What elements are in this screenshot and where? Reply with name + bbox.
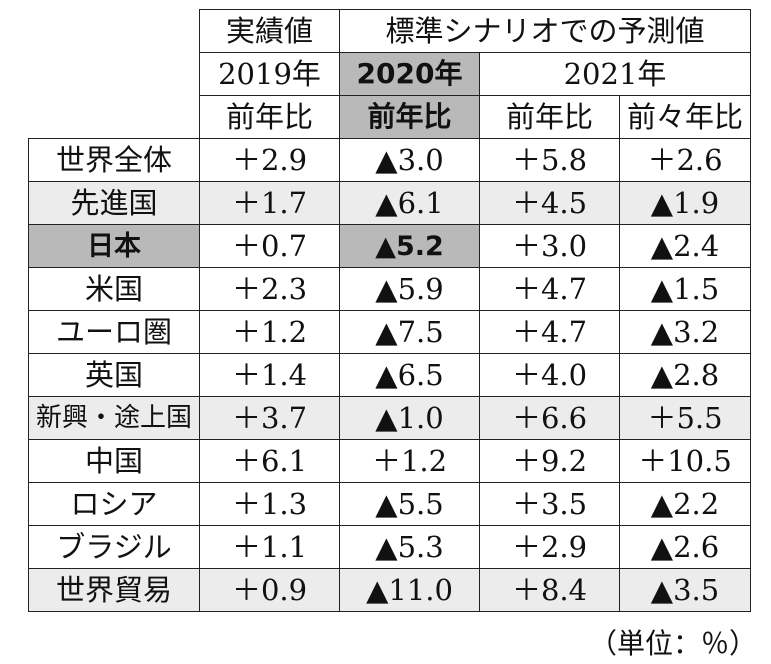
header-measure-2021-yoy: 前年比 <box>479 95 620 139</box>
value-2021-2y: ＋10.5 <box>619 439 751 483</box>
value-2021: ＋3.5 <box>479 482 620 526</box>
table-row: ユーロ圏 ＋1.2 ▲7.5 ＋4.7 ▲3.2 <box>28 310 751 354</box>
forecast-table: 実績値 標準シナリオでの予測値 2019年 2020年 2021年 前年比 前年… <box>28 9 751 612</box>
header-row-groups: 実績値 標準シナリオでの予測値 <box>28 9 751 139</box>
value-2020: ▲1.0 <box>339 396 480 440</box>
row-label: 新興・途上国 <box>28 396 200 440</box>
row-label: 英国 <box>28 353 200 397</box>
value-2021-2y: ▲3.5 <box>619 568 751 612</box>
row-label: ユーロ圏 <box>28 310 200 354</box>
value-2019: ＋1.2 <box>199 310 340 354</box>
corner-cell <box>28 9 200 139</box>
value-2021-2y: ▲3.2 <box>619 310 751 354</box>
value-2021: ＋5.8 <box>479 138 620 182</box>
header-year-2020: 2020年 <box>339 52 480 96</box>
value-2021: ＋3.0 <box>479 224 620 268</box>
value-2020: ▲6.1 <box>339 181 480 225</box>
table-row: 中国 ＋6.1 ＋1.2 ＋9.2 ＋10.5 <box>28 439 751 483</box>
value-2021: ＋6.6 <box>479 396 620 440</box>
table-row: 世界貿易 ＋0.9 ▲11.0 ＋8.4 ▲3.5 <box>28 568 751 612</box>
value-2021: ＋9.2 <box>479 439 620 483</box>
value-2019: ＋0.9 <box>199 568 340 612</box>
header-forecast: 標準シナリオでの予測値 <box>339 9 751 53</box>
header-row-measures: 前年比 前年比 前年比 前々年比 <box>29 95 751 139</box>
value-2021-2y: ▲1.9 <box>619 181 751 225</box>
row-label: 中国 <box>28 439 200 483</box>
unit-note: （単位：％） <box>588 627 757 660</box>
value-2020: ▲5.9 <box>339 267 480 311</box>
header-measure-2021-2y: 前々年比 <box>619 95 751 139</box>
value-2020: ▲5.5 <box>339 482 480 526</box>
header-actual: 実績値 <box>199 9 340 53</box>
value-2019: ＋1.4 <box>199 353 340 397</box>
table-row: 世界全体 ＋2.9 ▲3.0 ＋5.8 ＋2.6 <box>28 138 751 182</box>
value-2019: ＋3.7 <box>199 396 340 440</box>
value-2021-2y: ＋5.5 <box>619 396 751 440</box>
value-2019: ＋1.1 <box>199 525 340 569</box>
table-row: 先進国 ＋1.7 ▲6.1 ＋4.5 ▲1.9 <box>28 181 751 225</box>
value-2019: ＋2.9 <box>199 138 340 182</box>
row-label: ロシア <box>28 482 200 526</box>
row-label: 米国 <box>28 267 200 311</box>
row-label: 世界全体 <box>28 138 200 182</box>
header-measure-2019: 前年比 <box>199 95 340 139</box>
value-2020: ▲7.5 <box>339 310 480 354</box>
value-2021: ＋2.9 <box>479 525 620 569</box>
value-2020: ▲5.3 <box>339 525 480 569</box>
row-label: ブラジル <box>28 525 200 569</box>
value-2020: ▲3.0 <box>339 138 480 182</box>
value-2021: ＋4.0 <box>479 353 620 397</box>
value-2021: ＋8.4 <box>479 568 620 612</box>
row-label: 世界貿易 <box>28 568 200 612</box>
table-row: 米国 ＋2.3 ▲5.9 ＋4.7 ▲1.5 <box>28 267 751 311</box>
value-2020: ▲5.2 <box>339 224 480 268</box>
table-row: 新興・途上国 ＋3.7 ▲1.0 ＋6.6 ＋5.5 <box>28 396 751 440</box>
value-2021-2y: ▲2.6 <box>619 525 751 569</box>
table-row: 日本 ＋0.7 ▲5.2 ＋3.0 ▲2.4 <box>28 224 751 268</box>
value-2021-2y: ▲2.2 <box>619 482 751 526</box>
value-2019: ＋2.3 <box>199 267 340 311</box>
value-2021: ＋4.7 <box>479 310 620 354</box>
value-2020: ▲6.5 <box>339 353 480 397</box>
header-year-2019: 2019年 <box>199 52 340 96</box>
header-measure-2020: 前年比 <box>339 95 480 139</box>
value-2019: ＋6.1 <box>199 439 340 483</box>
value-2020: ＋1.2 <box>339 439 480 483</box>
value-2021-2y: ▲2.4 <box>619 224 751 268</box>
value-2019: ＋1.3 <box>199 482 340 526</box>
value-2021-2y: ▲1.5 <box>619 267 751 311</box>
header-year-2021: 2021年 <box>479 52 751 96</box>
row-label: 先進国 <box>28 181 200 225</box>
value-2021-2y: ＋2.6 <box>619 138 751 182</box>
table-row: ブラジル ＋1.1 ▲5.3 ＋2.9 ▲2.6 <box>28 525 751 569</box>
value-2019: ＋1.7 <box>199 181 340 225</box>
value-2019: ＋0.7 <box>199 224 340 268</box>
table-row: 英国 ＋1.4 ▲6.5 ＋4.0 ▲2.8 <box>28 353 751 397</box>
value-2021-2y: ▲2.8 <box>619 353 751 397</box>
value-2021: ＋4.5 <box>479 181 620 225</box>
table-row: ロシア ＋1.3 ▲5.5 ＋3.5 ▲2.2 <box>28 482 751 526</box>
row-label: 日本 <box>28 224 200 268</box>
value-2020: ▲11.0 <box>339 568 480 612</box>
value-2021: ＋4.7 <box>479 267 620 311</box>
